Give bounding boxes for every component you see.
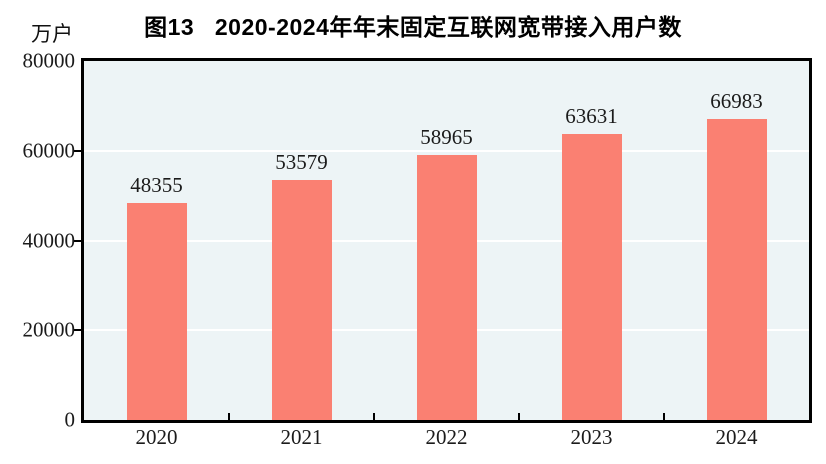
x-axis-tick: [518, 413, 520, 420]
bar-value-label: 63631: [565, 104, 618, 129]
bar-2024: [706, 119, 767, 420]
bar-2023: [561, 134, 622, 420]
y-axis-tick: [73, 239, 81, 242]
bar-value-label: 66983: [710, 89, 763, 114]
bar-2021: [271, 179, 332, 420]
bar-value-label: 48355: [130, 173, 183, 198]
x-axis-tick-labels: 2020 2021 2022 2023 2024: [84, 427, 809, 455]
x-axis-tick: [663, 413, 665, 420]
bar-value-label: 53579: [275, 149, 328, 174]
x-axis-tick-label: 2021: [280, 425, 323, 449]
x-axis-tick-label: 2024: [715, 425, 758, 449]
y-axis-tick-labels: 0 20000 40000 60000 80000: [0, 50, 76, 430]
x-axis-tick: [228, 413, 230, 420]
x-axis-tick-label: 2022: [425, 425, 468, 449]
bar-2020: [126, 203, 187, 420]
y-axis-tick-label: 20000: [22, 317, 76, 342]
y-axis-tick-label: 80000: [22, 48, 76, 73]
x-axis-tick-label: 2020: [135, 425, 178, 449]
plot-area: 48355 53579 58965 63631 66983: [73, 58, 812, 423]
x-axis-tick: [373, 413, 375, 420]
bar-value-label: 58965: [420, 125, 473, 150]
y-axis-tick-label: 60000: [22, 138, 76, 163]
y-axis-tick-label: 0: [64, 407, 76, 432]
y-axis-unit-label: 万户: [31, 22, 73, 46]
gridline: [84, 149, 809, 152]
x-axis-tick-label: 2023: [570, 425, 613, 449]
y-axis-tick-label: 40000: [22, 228, 76, 252]
bar-2022: [416, 155, 477, 420]
y-axis-tick: [73, 149, 81, 152]
y-axis-tick: [73, 329, 81, 332]
chart-title: 图13 2020-2024年年末固定互联网宽带接入用户数: [144, 14, 682, 40]
